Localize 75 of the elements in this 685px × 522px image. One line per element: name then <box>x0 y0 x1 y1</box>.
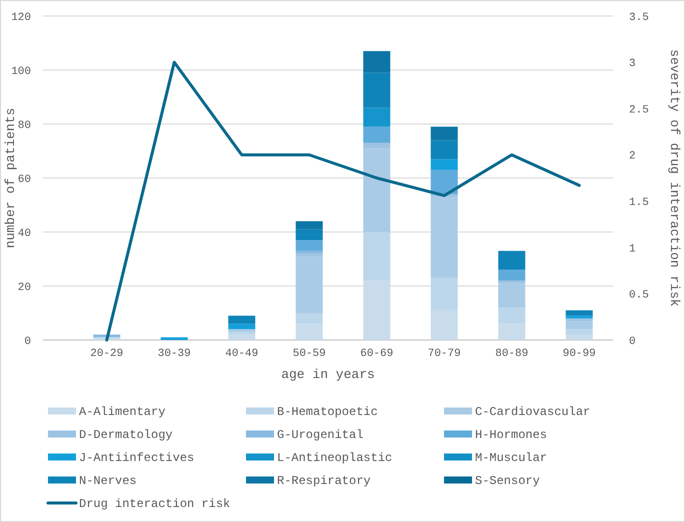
bar <box>296 256 323 313</box>
y-tick-label: 40 <box>18 228 31 240</box>
y2-tick-label: 1.5 <box>629 196 649 209</box>
bar <box>160 337 188 340</box>
legend-label: S-Sensory <box>475 474 540 488</box>
y-tick-label: 100 <box>11 66 31 78</box>
bar <box>430 310 458 340</box>
x-tick-label: 40-49 <box>225 348 258 360</box>
bar <box>566 321 593 330</box>
bar <box>498 270 526 281</box>
bar <box>498 283 526 308</box>
bar <box>498 308 526 324</box>
legend-label: N-Nerves <box>79 474 137 488</box>
y2-tick-label: 3.5 <box>629 12 649 24</box>
bar <box>296 324 323 340</box>
legend-label: M-Muscular <box>475 451 548 466</box>
bar <box>363 126 390 143</box>
x-tick-label: 90-99 <box>562 348 596 360</box>
legend-label: B-Hematopoetic <box>277 405 378 420</box>
y-tick-label: 20 <box>18 282 31 294</box>
bar <box>363 51 390 73</box>
bar <box>430 159 458 170</box>
y2-tick-label: 0 <box>629 336 636 348</box>
legend-label: D-Dermatology <box>79 428 173 442</box>
legend-label: G-Urogenital <box>277 428 364 442</box>
legend-label: A-Alimentary <box>79 405 166 420</box>
x-tick-label: 80-89 <box>495 348 528 360</box>
legend-label: C-Cardiovascular <box>475 405 590 420</box>
y-tick-label: 60 <box>18 174 31 186</box>
x-axis-title: age in years <box>281 367 375 382</box>
y2-tick-label: 0.5 <box>629 290 649 302</box>
bar <box>363 232 390 281</box>
x-tick-label: 60-69 <box>360 348 394 360</box>
x-tick-label: 30-39 <box>158 348 191 360</box>
bar <box>296 313 323 324</box>
y-tick-label: 80 <box>18 120 31 132</box>
y-tick-label: 120 <box>11 12 31 24</box>
bar <box>430 126 458 140</box>
bar <box>296 240 323 251</box>
bar <box>498 324 526 340</box>
bar <box>430 140 458 160</box>
bar <box>228 334 256 340</box>
bar <box>228 316 256 324</box>
y-tick-label: 0 <box>24 336 31 348</box>
y2-tick-label: 2.5 <box>629 104 649 116</box>
bar <box>566 329 593 335</box>
line-series <box>105 60 581 342</box>
bar <box>566 334 593 340</box>
bar <box>228 332 256 335</box>
legend-label: L-Antineoplastic <box>277 451 392 466</box>
bar <box>566 316 593 318</box>
legend-label: Drug interaction risk <box>79 497 230 512</box>
bar <box>363 108 390 127</box>
bar <box>228 329 256 332</box>
bar <box>296 250 323 254</box>
y-axis-title: number of patients <box>3 108 18 248</box>
legend-label: J-Antiinfectives <box>79 451 194 466</box>
bar <box>430 278 458 310</box>
x-tick-label: 20-29 <box>90 348 124 360</box>
legend-label: R-Respiratory <box>277 474 371 488</box>
bar <box>296 229 323 240</box>
bar <box>566 310 593 316</box>
bar <box>430 196 458 278</box>
bar <box>363 72 390 108</box>
x-tick-label: 70-79 <box>428 348 461 360</box>
bar <box>363 280 390 340</box>
y2-tick-label: 1 <box>629 243 636 256</box>
y2-axis-title: severity of drug interaction risk <box>667 49 682 307</box>
bar <box>498 250 526 270</box>
legend-label: H-Hormones <box>475 428 548 442</box>
bar <box>228 324 256 330</box>
y2-tick-label: 2 <box>629 150 636 163</box>
bar <box>296 221 323 230</box>
x-tick-label: 50-59 <box>292 348 326 360</box>
y2-tick-label: 3 <box>629 58 636 70</box>
